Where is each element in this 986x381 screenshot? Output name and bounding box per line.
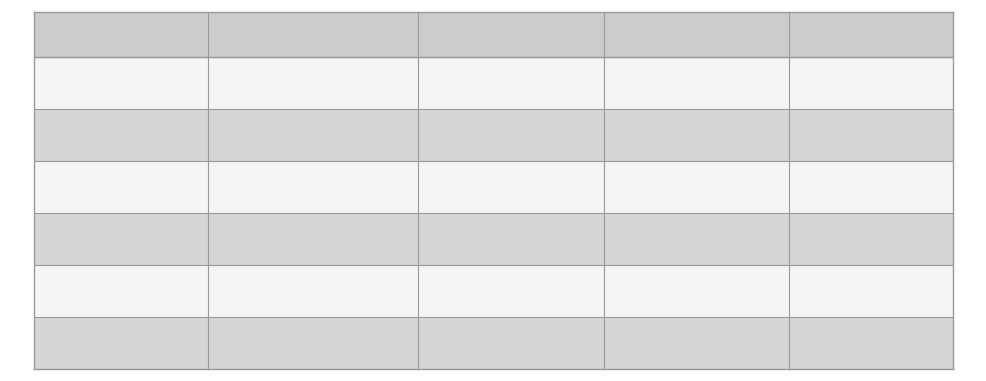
Text: 2004: 2004 <box>41 230 90 248</box>
Text: 535.875,75: 535.875,75 <box>816 230 924 248</box>
Text: 13.747.946,69: 13.747.946,69 <box>245 282 382 300</box>
Text: 1.106.754,17: 1.106.754,17 <box>448 126 573 144</box>
Text: Estrato I: Estrato I <box>272 26 355 43</box>
Text: 807.842,04: 807.842,04 <box>457 282 564 300</box>
Text: 12.991.045,55: 12.991.045,55 <box>245 230 382 248</box>
Text: 2002: 2002 <box>41 126 90 144</box>
Text: 698.452,95: 698.452,95 <box>642 126 749 144</box>
Text: 14.422.793,64: 14.422.793,64 <box>245 126 382 144</box>
Text: 789.416,23: 789.416,23 <box>816 74 924 92</box>
Text: 11.908.946,18: 11.908.946,18 <box>245 74 382 92</box>
Text: 545.024,44: 545.024,44 <box>642 178 749 196</box>
Text: Média do período: Média do período <box>41 333 207 353</box>
Text: 2001: 2001 <box>41 74 90 92</box>
Text: 568.502,56: 568.502,56 <box>816 126 924 144</box>
Text: 665.360,04: 665.360,04 <box>642 334 749 352</box>
Text: 540.883,86: 540.883,86 <box>816 334 924 352</box>
Text: 2005: 2005 <box>41 282 90 300</box>
Text: 9.048.218,71: 9.048.218,71 <box>250 178 376 196</box>
Text: Estrato IV: Estrato IV <box>822 26 918 43</box>
Text: 762.497,96: 762.497,96 <box>457 178 564 196</box>
Text: 2003: 2003 <box>41 178 90 196</box>
Text: 907.604,89: 907.604,89 <box>457 334 564 352</box>
Text: 656.120,56: 656.120,56 <box>642 74 749 92</box>
Text: Estrato III: Estrato III <box>647 26 744 43</box>
Text: 1.012.958,93: 1.012.958,93 <box>448 74 573 92</box>
Text: 12.423.790,15: 12.423.790,15 <box>245 334 382 352</box>
Text: 648.960,24: 648.960,24 <box>642 282 749 300</box>
Text: 637.290,28: 637.290,28 <box>816 282 924 300</box>
Text: 778.242,03: 778.242,03 <box>642 230 749 248</box>
Text: 847.971,35: 847.971,35 <box>457 230 564 248</box>
Text: Estrato II: Estrato II <box>465 26 555 43</box>
Text: 173.334,46: 173.334,46 <box>816 178 924 196</box>
Text: Período: Período <box>41 26 113 43</box>
